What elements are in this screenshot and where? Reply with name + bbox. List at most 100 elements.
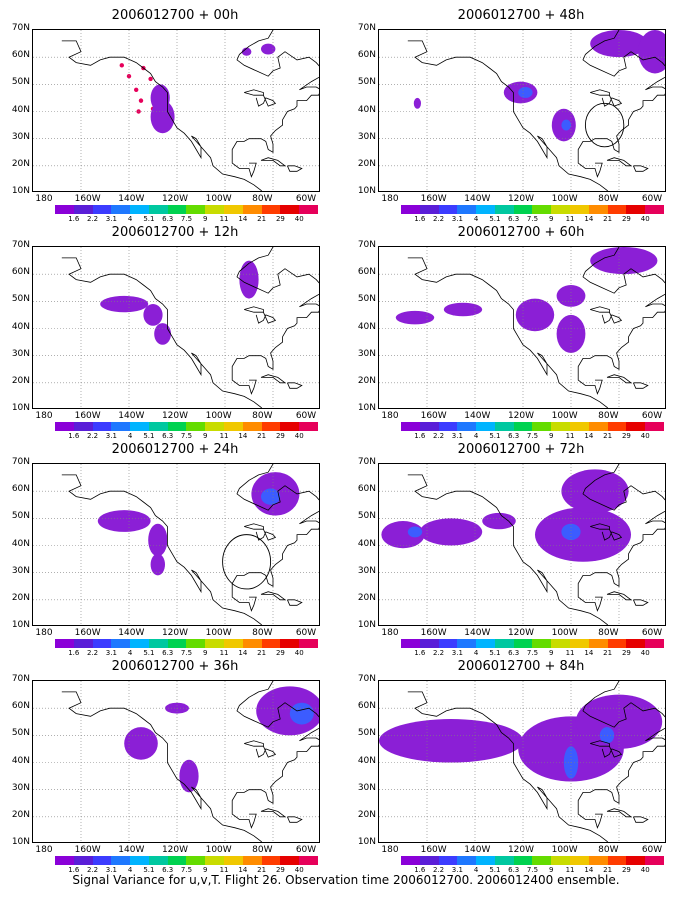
colorbar-label: 7.5 bbox=[526, 649, 539, 657]
coastline bbox=[260, 374, 287, 384]
colorbar-label: 14 bbox=[238, 215, 248, 223]
lon-tick-label: 180 bbox=[35, 628, 53, 638]
colorbar-segment bbox=[73, 422, 93, 431]
colorbar-segment bbox=[626, 422, 646, 431]
colorbar-segment bbox=[73, 639, 93, 648]
lon-tick-label: 120W bbox=[161, 628, 189, 638]
lon-tick-label: 120W bbox=[161, 845, 189, 855]
coastline bbox=[407, 691, 609, 842]
coastline bbox=[61, 691, 263, 842]
variance-region bbox=[379, 719, 523, 763]
lon-tick-label: 80W bbox=[598, 628, 619, 638]
variance-region bbox=[590, 30, 648, 58]
lat-tick-label: 10N bbox=[357, 837, 376, 847]
coastline bbox=[231, 30, 319, 178]
lon-tick-label: 120W bbox=[507, 194, 535, 204]
variance-region bbox=[413, 97, 421, 109]
colorbar-segment bbox=[645, 639, 664, 648]
colorbar bbox=[55, 639, 318, 648]
coastline bbox=[577, 247, 665, 395]
lat-tick-label: 40N bbox=[11, 538, 30, 549]
colorbar-label: 6.3 bbox=[162, 432, 174, 440]
coastline bbox=[244, 306, 264, 313]
colorbar-segment bbox=[111, 639, 131, 648]
colorbar-label: 14 bbox=[238, 866, 248, 874]
lon-tick-label: 160W bbox=[420, 845, 447, 855]
colorbar-label: 11 bbox=[565, 649, 575, 657]
colorbar-segment bbox=[494, 205, 514, 214]
map-plot bbox=[33, 464, 319, 625]
coastline bbox=[633, 165, 649, 172]
coastline bbox=[601, 95, 623, 107]
coastline bbox=[260, 591, 287, 601]
colorbar-segment bbox=[532, 856, 552, 865]
colorbar-segment bbox=[167, 639, 187, 648]
colorbar-segment bbox=[457, 422, 477, 431]
lon-tick-label: 140W bbox=[118, 411, 145, 421]
colorbar-segment bbox=[224, 856, 243, 865]
colorbar-label: 6.3 bbox=[508, 866, 520, 874]
colorbar-label: 9 bbox=[203, 866, 208, 874]
coastline bbox=[633, 599, 649, 606]
coastline bbox=[601, 529, 623, 541]
lat-tick-label: 40N bbox=[11, 104, 30, 115]
lon-tick-label: 100W bbox=[551, 845, 578, 855]
observation-dot bbox=[134, 87, 139, 92]
colorbar-label: 21 bbox=[603, 649, 613, 657]
lat-tick-label: 70N bbox=[11, 674, 30, 684]
colorbar-segment bbox=[224, 422, 243, 431]
lon-tick-label: 180 bbox=[35, 194, 53, 204]
colorbar-segment bbox=[205, 422, 225, 431]
colorbar-label: 3.1 bbox=[105, 649, 117, 657]
colorbar-label: 5.1 bbox=[143, 432, 155, 440]
lon-tick-label: 100W bbox=[205, 411, 232, 421]
lon-tick-label: 100W bbox=[551, 194, 578, 204]
lat-tick-label: 50N bbox=[11, 294, 30, 305]
variance-region bbox=[239, 260, 259, 299]
map-frame bbox=[378, 246, 666, 409]
variance-region bbox=[395, 310, 435, 325]
colorbar-label: 4 bbox=[127, 649, 133, 657]
colorbar-segment bbox=[570, 422, 589, 431]
panel-title: 2006012700 + 60h bbox=[457, 225, 585, 240]
colorbar-label: 4 bbox=[473, 866, 479, 874]
lon-tick-label: 180 bbox=[35, 845, 53, 855]
lat-tick-label: 60N bbox=[357, 701, 376, 712]
map-panel: 2006012700 + 48h 70N 60N 50N 40N 30N 20N 10N 180… bbox=[346, 6, 692, 223]
lon-tick-label: 80W bbox=[252, 194, 273, 204]
map-plot bbox=[379, 681, 665, 842]
colorbar-segment bbox=[167, 422, 187, 431]
lon-tick-label: 120W bbox=[161, 194, 189, 204]
colorbar-label: 7.5 bbox=[526, 215, 539, 223]
map-panel: 2006012700 + 60h 70N 60N 50N 40N 30N 20N 10N 180… bbox=[346, 223, 692, 440]
lon-tick-label: 180 bbox=[381, 845, 399, 855]
coastline bbox=[244, 89, 264, 96]
lon-tick-label: 60W bbox=[641, 628, 663, 638]
lat-tick-label: 30N bbox=[357, 131, 376, 142]
coastline bbox=[606, 157, 633, 167]
colorbar-segment bbox=[476, 422, 495, 431]
map-plot bbox=[379, 247, 665, 408]
colorbar-segment bbox=[242, 639, 262, 648]
colorbar-segment bbox=[92, 856, 112, 865]
colorbar-label: 3.1 bbox=[105, 866, 117, 874]
variance-region bbox=[638, 30, 665, 74]
colorbar-segment bbox=[148, 205, 168, 214]
colorbar-segment bbox=[513, 205, 533, 214]
colorbar-segment bbox=[167, 856, 187, 865]
colorbar-label: 7.5 bbox=[180, 649, 193, 657]
colorbar-segment bbox=[588, 639, 608, 648]
colorbar-label: 14 bbox=[584, 866, 594, 874]
lon-tick-label: 80W bbox=[598, 194, 619, 204]
colorbar-segment bbox=[186, 639, 206, 648]
colorbar-segment bbox=[457, 205, 477, 214]
colorbar-segment bbox=[261, 856, 281, 865]
panel-title: 2006012700 + 36h bbox=[111, 659, 239, 674]
coastline bbox=[407, 474, 609, 625]
map-panel: 2006012700 + 24h 70N 60N 50N 40N 30N 20N 10N 180… bbox=[0, 440, 346, 657]
colorbar-label: 3.1 bbox=[105, 432, 117, 440]
colorbar-segment bbox=[438, 639, 458, 648]
variance-region bbox=[241, 47, 252, 56]
variance-region bbox=[154, 323, 171, 345]
colorbar-label: 21 bbox=[257, 866, 267, 874]
